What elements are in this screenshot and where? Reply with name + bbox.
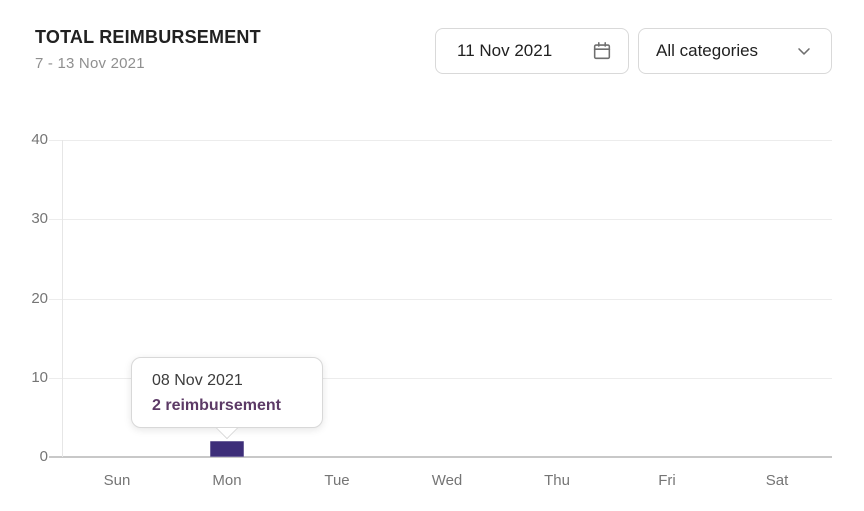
category-dropdown-value: All categories	[656, 41, 759, 60]
gridline	[49, 219, 832, 220]
gridline	[49, 299, 832, 300]
y-tick-label: 0	[39, 448, 48, 465]
y-tick-label: 40	[31, 131, 48, 148]
x-tick-label: Fri	[658, 472, 676, 489]
x-tick-label: Thu	[544, 472, 570, 489]
x-axis-line	[49, 456, 832, 458]
category-dropdown[interactable]: All categories	[638, 28, 832, 74]
x-tick-label: Wed	[431, 472, 463, 489]
y-axis-line	[62, 140, 63, 457]
date-picker-value: 11 Nov 2021	[457, 41, 553, 60]
y-tick-label: 20	[31, 290, 48, 307]
gridline	[49, 378, 832, 379]
gridline	[49, 140, 832, 141]
x-tick-label: Tue	[324, 472, 350, 489]
tooltip-value: 2 reimbursement	[152, 397, 281, 414]
chart-tooltip: 08 Nov 2021 2 reimbursement	[131, 357, 323, 428]
chevron-down-icon	[794, 41, 814, 61]
x-tick-label: Sun	[103, 472, 131, 489]
date-picker[interactable]: 11 Nov 2021	[435, 28, 629, 74]
tooltip-pointer	[216, 417, 239, 440]
y-tick-label: 30	[31, 210, 48, 227]
y-tick-label: 10	[31, 369, 48, 386]
date-range-label: 7 - 13 Nov 2021	[35, 55, 145, 72]
tooltip-date: 08 Nov 2021	[152, 372, 243, 389]
page-title: TOTAL REIMBURSEMENT	[35, 27, 261, 47]
x-tick-label: Sat	[765, 472, 789, 489]
bar-mon[interactable]	[210, 441, 244, 457]
x-tick-label: Mon	[212, 472, 242, 489]
calendar-icon	[591, 40, 613, 62]
